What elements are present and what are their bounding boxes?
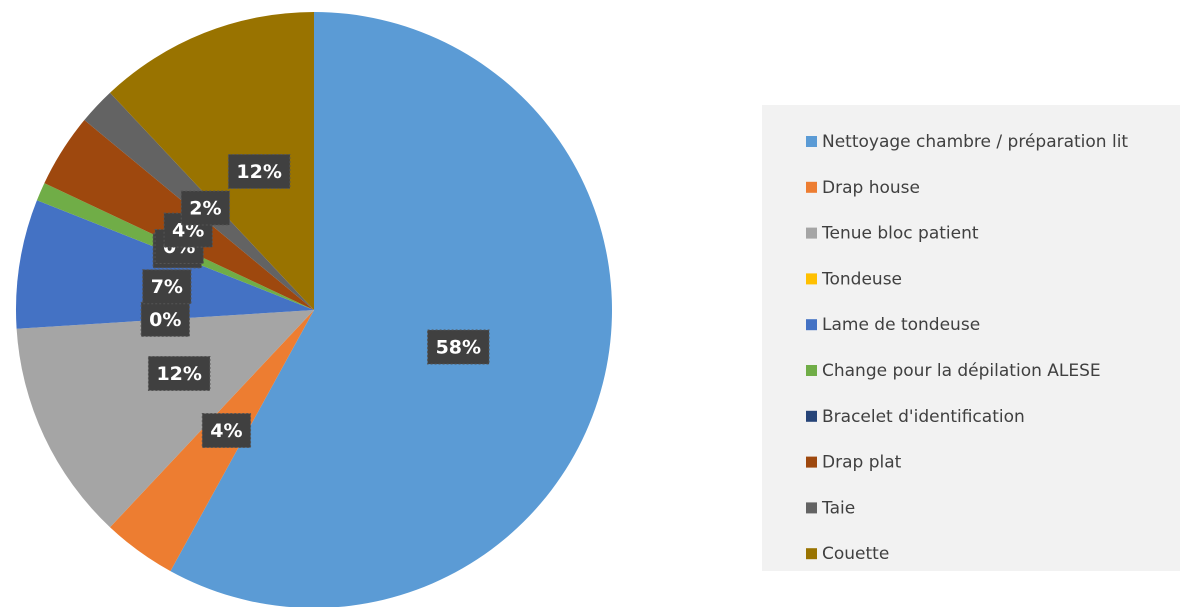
pie-slice (16, 310, 314, 528)
legend-swatch (806, 181, 817, 193)
data-label-box (201, 413, 252, 449)
legend-label: Tondeuse (821, 269, 902, 289)
data-label-box (227, 153, 291, 189)
data-label-box (180, 190, 231, 226)
legend-swatch (806, 319, 817, 331)
legend-label: Lame de tondeuse (822, 315, 980, 335)
legend-swatch (806, 273, 817, 285)
data-label: 2% (189, 198, 221, 220)
data-label: 12% (156, 363, 201, 385)
data-label: 4% (172, 220, 204, 242)
pie-slice (170, 12, 612, 607)
legend-swatch (806, 227, 817, 239)
legend-label: Couette (822, 544, 889, 564)
legend-label: Drap house (822, 178, 920, 198)
legend-label: Change pour la dépilation ALESE (822, 361, 1101, 381)
data-label-box (142, 269, 192, 305)
legend-swatch (806, 136, 817, 147)
legend-label: Tenue bloc patient (821, 224, 979, 244)
legend-label: Nettoyage chambre / préparation lit (822, 132, 1128, 152)
legend-swatch (806, 365, 817, 376)
data-label: 4% (210, 420, 242, 442)
legend-box (762, 105, 1180, 571)
legend-swatch (806, 548, 817, 560)
legend-swatch (806, 410, 817, 422)
legend-label: Drap plat (822, 453, 902, 473)
legend-swatch (806, 502, 817, 514)
data-label-box (140, 301, 190, 337)
legend-label: Taie (821, 498, 855, 518)
data-label: 7% (151, 276, 183, 298)
data-label: 0% (149, 309, 181, 331)
legend-label: Bracelet d'identification (822, 407, 1025, 427)
data-label-box (427, 329, 490, 365)
legend-swatch (806, 456, 817, 468)
data-label: 12% (236, 161, 281, 183)
data-label-box (147, 355, 211, 391)
pie-slice (110, 12, 314, 310)
data-label: 58% (436, 337, 481, 359)
